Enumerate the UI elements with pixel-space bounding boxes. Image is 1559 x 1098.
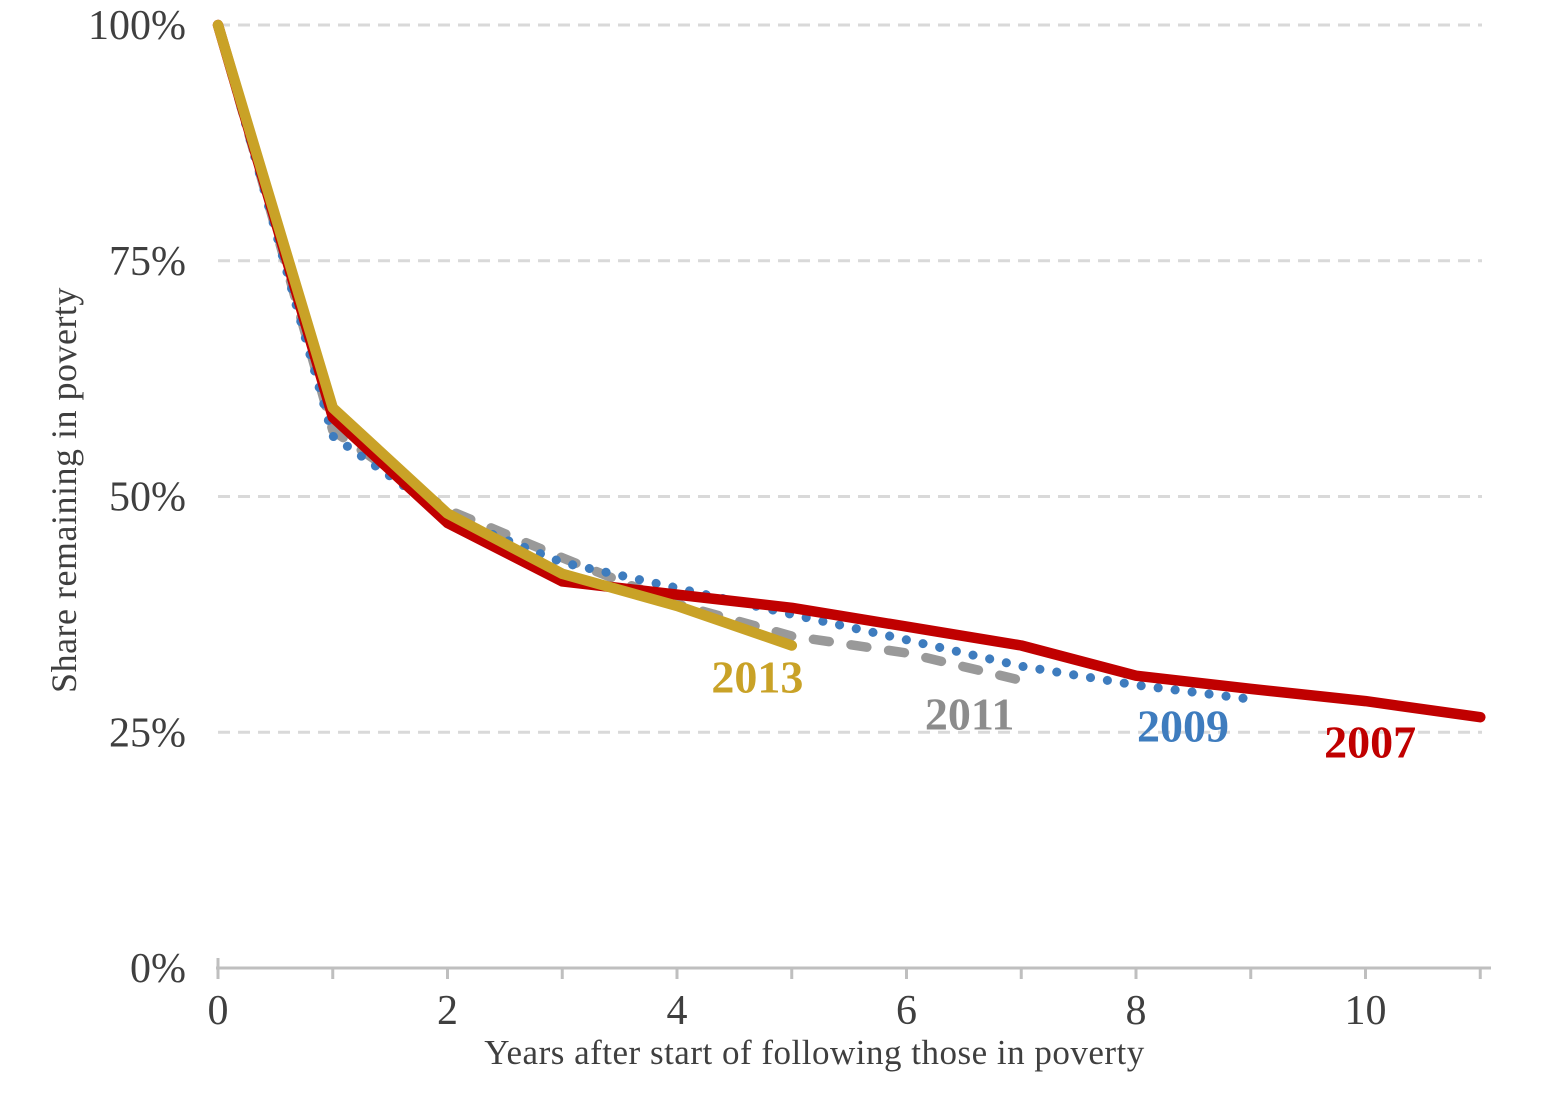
y-tick-label-100: 100%	[88, 3, 186, 49]
x-tick-label-2: 2	[437, 988, 458, 1034]
series-label-2011: 2011	[925, 688, 1014, 739]
x-axis-title: Years after start of following those in …	[484, 1033, 1145, 1072]
y-tick-label-25: 25%	[109, 710, 186, 756]
y-tick-label-75: 75%	[109, 239, 186, 285]
x-tick-label-10: 10	[1345, 988, 1387, 1034]
series-line-2011	[213, 20, 1027, 686]
x-tick-label-8: 8	[1126, 988, 1147, 1034]
y-axis-title: Share remaining in poverty	[44, 287, 84, 693]
x-tick-label-0: 0	[208, 988, 229, 1034]
x-tick-label-6: 6	[896, 988, 917, 1034]
series-label-2007: 2007	[1324, 717, 1416, 768]
x-tick-label-4: 4	[667, 988, 688, 1034]
y-tick-label-50: 50%	[109, 475, 186, 521]
series-label-2013: 2013	[711, 652, 803, 703]
series-label-2009: 2009	[1137, 701, 1229, 752]
series-line-2013	[212, 19, 798, 651]
series-line-2007	[212, 19, 1486, 723]
y-tick-label-0: 0%	[130, 946, 186, 992]
